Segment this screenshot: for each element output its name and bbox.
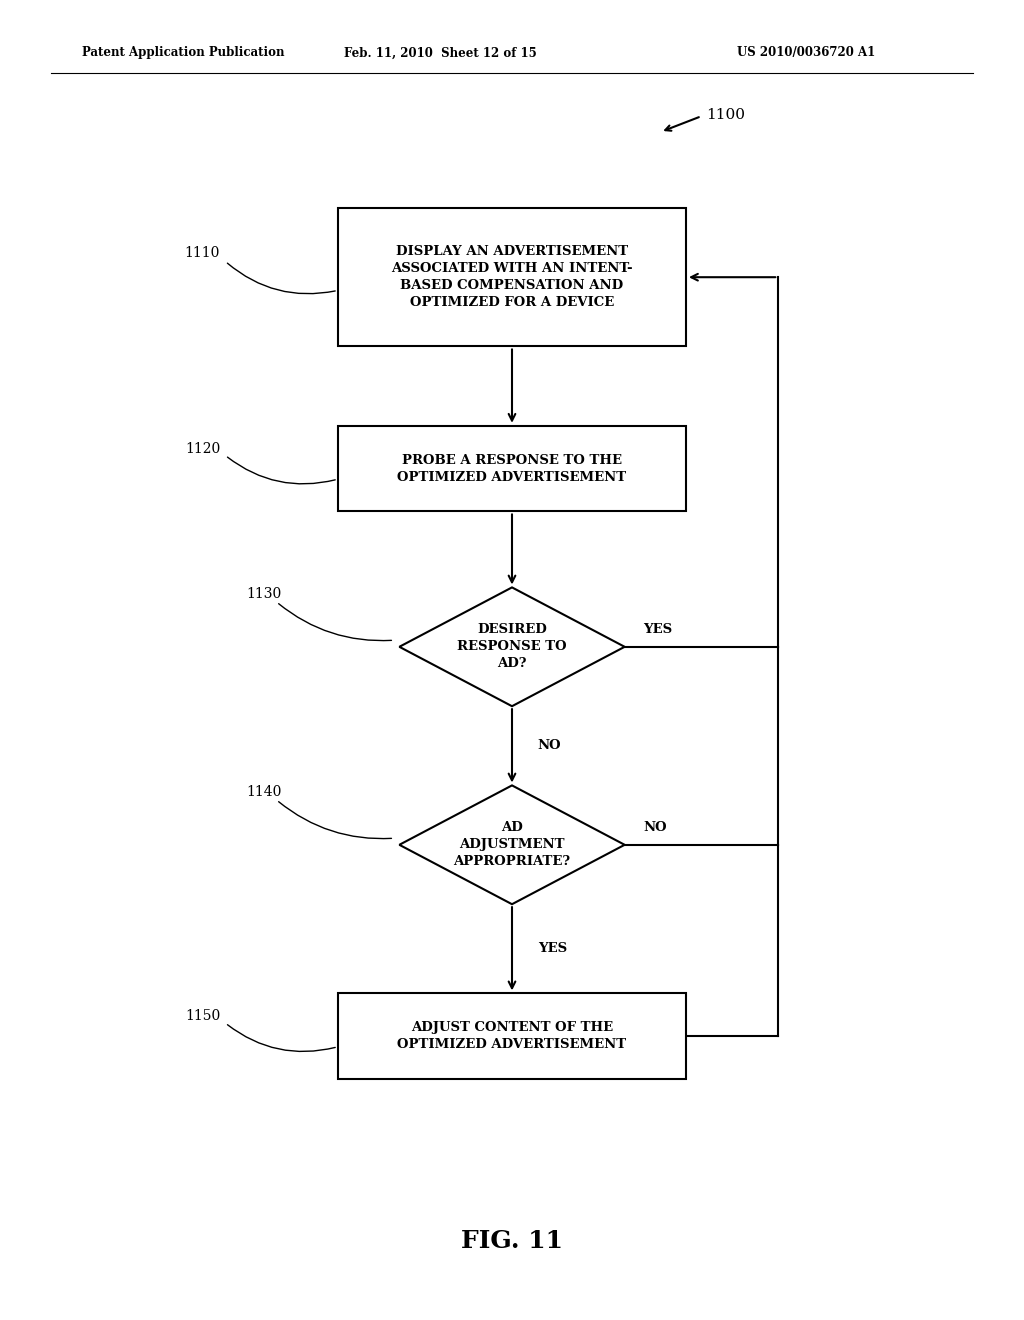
Text: US 2010/0036720 A1: US 2010/0036720 A1 <box>737 46 876 59</box>
Text: 1100: 1100 <box>707 108 745 121</box>
Text: YES: YES <box>643 623 672 636</box>
Polygon shape <box>399 587 625 706</box>
FancyBboxPatch shape <box>338 207 686 346</box>
FancyBboxPatch shape <box>338 425 686 511</box>
Text: 1150: 1150 <box>185 1010 220 1023</box>
FancyBboxPatch shape <box>338 993 686 1080</box>
Text: 1140: 1140 <box>246 785 282 799</box>
Text: NO: NO <box>643 821 667 834</box>
Text: FIG. 11: FIG. 11 <box>461 1229 563 1253</box>
Text: 1110: 1110 <box>184 247 220 260</box>
Polygon shape <box>399 785 625 904</box>
Text: Patent Application Publication: Patent Application Publication <box>82 46 285 59</box>
Text: 1120: 1120 <box>185 442 220 455</box>
Text: 1130: 1130 <box>247 587 282 601</box>
Text: AD
ADJUSTMENT
APPROPRIATE?: AD ADJUSTMENT APPROPRIATE? <box>454 821 570 869</box>
Text: PROBE A RESPONSE TO THE
OPTIMIZED ADVERTISEMENT: PROBE A RESPONSE TO THE OPTIMIZED ADVERT… <box>397 454 627 483</box>
Text: ADJUST CONTENT OF THE
OPTIMIZED ADVERTISEMENT: ADJUST CONTENT OF THE OPTIMIZED ADVERTIS… <box>397 1022 627 1051</box>
Text: DESIRED
RESPONSE TO
AD?: DESIRED RESPONSE TO AD? <box>457 623 567 671</box>
Text: YES: YES <box>538 942 566 956</box>
Text: DISPLAY AN ADVERTISEMENT
ASSOCIATED WITH AN INTENT-
BASED COMPENSATION AND
OPTIM: DISPLAY AN ADVERTISEMENT ASSOCIATED WITH… <box>391 246 633 309</box>
Text: Feb. 11, 2010  Sheet 12 of 15: Feb. 11, 2010 Sheet 12 of 15 <box>344 46 537 59</box>
Text: NO: NO <box>538 739 561 752</box>
